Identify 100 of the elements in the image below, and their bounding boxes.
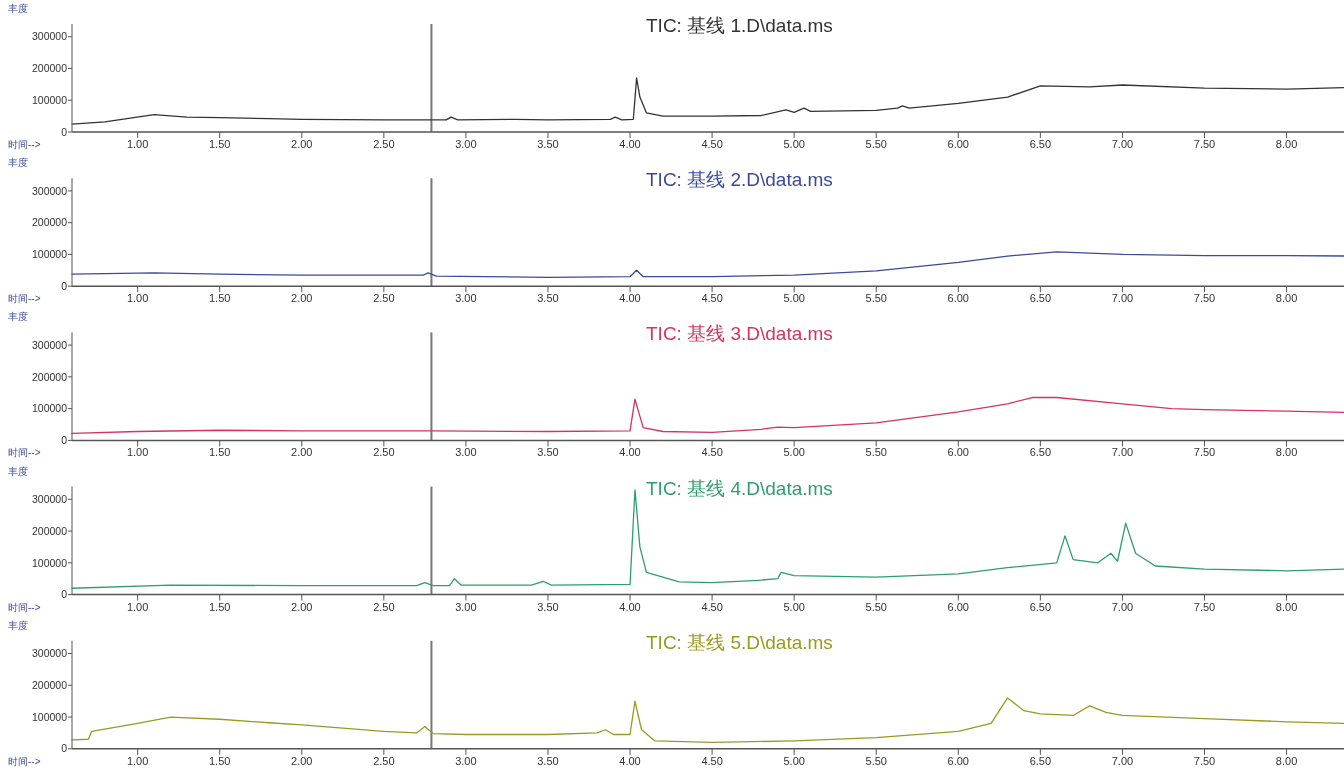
- y-tick-label: 300000: [31, 184, 68, 197]
- line-series: [71, 77, 1344, 125]
- x-tick-label: 2.50: [373, 138, 395, 150]
- x-tick-label: 5.00: [783, 754, 805, 767]
- x-tick-label: 1.00: [126, 138, 149, 150]
- y-tick-label: 0: [61, 742, 68, 755]
- y-tick-label: 100000: [31, 248, 68, 261]
- x-tick-label: 3.00: [455, 754, 477, 767]
- x-tick-label: 3.50: [537, 600, 559, 613]
- x-tick-label: 2.00: [291, 446, 313, 459]
- y-axis-title: 丰度: [8, 311, 28, 323]
- y-tick-label: 200000: [31, 216, 68, 229]
- x-tick-label: 1.50: [209, 292, 231, 305]
- x-tick-label: 7.00: [1111, 292, 1134, 305]
- x-tick-label: 5.50: [865, 754, 887, 767]
- x-tick-label: 5.00: [783, 292, 805, 305]
- x-tick-label: 1.00: [126, 754, 149, 767]
- x-tick-label: 1.00: [126, 600, 149, 613]
- x-tick-label: 4.00: [619, 600, 641, 613]
- x-tick-label: 6.00: [947, 292, 970, 305]
- y-tick-label: 0: [61, 125, 68, 138]
- y-tick-label: 0: [61, 588, 68, 601]
- x-tick-label: 4.00: [619, 754, 641, 767]
- x-tick-label: 7.00: [1111, 138, 1134, 150]
- chart-title: TIC: 基线 3.D\data.ms: [646, 323, 833, 345]
- x-tick-label: 3.50: [537, 446, 559, 459]
- x-tick-label: 8.00: [1275, 754, 1298, 767]
- x-tick-label: 3.00: [455, 446, 477, 459]
- x-tick-label: 6.00: [947, 446, 970, 459]
- x-tick-label: 2.50: [373, 754, 395, 767]
- x-tick-label: 2.00: [291, 600, 313, 613]
- x-tick-label: 5.50: [865, 446, 887, 459]
- x-tick-label: 7.50: [1193, 446, 1216, 459]
- x-tick-label: 4.50: [701, 600, 723, 613]
- x-axis-title: 时间-->: [8, 755, 41, 767]
- x-tick-label: 4.00: [619, 292, 641, 305]
- x-axis-title: 时间-->: [8, 139, 41, 150]
- x-tick-label: 6.50: [1029, 600, 1052, 613]
- line-series: [71, 251, 1344, 278]
- x-tick-label: 6.50: [1029, 754, 1052, 767]
- x-tick-label: 1.00: [126, 292, 149, 305]
- x-tick-label: 6.50: [1029, 292, 1052, 305]
- y-tick-label: 0: [61, 434, 68, 447]
- x-tick-label: 6.00: [947, 754, 970, 767]
- y-tick-label: 200000: [31, 370, 68, 383]
- x-axis-title: 时间-->: [8, 601, 41, 613]
- y-axis-title: 丰度: [8, 619, 28, 631]
- x-tick-label: 2.50: [373, 446, 395, 459]
- x-tick-label: 8.00: [1275, 292, 1298, 305]
- x-tick-label: 7.50: [1193, 292, 1216, 305]
- y-tick-label: 100000: [31, 556, 68, 569]
- x-tick-label: 2.00: [291, 754, 313, 767]
- y-tick-label: 300000: [31, 30, 68, 43]
- x-tick-label: 2.50: [373, 600, 395, 613]
- x-tick-label: 1.50: [209, 446, 231, 459]
- x-tick-label: 6.50: [1029, 138, 1052, 150]
- x-tick-label: 7.50: [1193, 138, 1216, 150]
- x-tick-label: 3.50: [537, 292, 559, 305]
- y-axis-title: 丰度: [8, 465, 28, 477]
- chart-title: TIC: 基线 1.D\data.ms: [646, 15, 833, 36]
- x-tick-label: 7.00: [1111, 600, 1134, 613]
- x-tick-label: 1.00: [126, 446, 149, 459]
- x-tick-label: 4.50: [701, 754, 723, 767]
- y-tick-label: 100000: [31, 93, 68, 106]
- x-tick-label: 4.50: [701, 292, 723, 305]
- x-tick-label: 7.50: [1193, 754, 1216, 767]
- x-tick-label: 5.50: [865, 600, 887, 613]
- x-tick-label: 3.00: [455, 138, 477, 150]
- y-tick-label: 200000: [31, 678, 68, 691]
- y-axis-title: 丰度: [8, 3, 28, 14]
- x-tick-label: 5.00: [783, 138, 805, 150]
- x-tick-label: 5.00: [783, 600, 805, 613]
- x-tick-label: 1.50: [209, 600, 231, 613]
- line-series: [71, 396, 1344, 435]
- x-tick-label: 3.50: [537, 138, 559, 150]
- y-tick-label: 200000: [31, 524, 68, 537]
- x-axis-title: 时间-->: [8, 447, 41, 459]
- y-tick-label: 300000: [31, 647, 68, 660]
- y-tick-label: 200000: [31, 62, 68, 75]
- chart-title: TIC: 基线 2.D\data.ms: [646, 169, 833, 191]
- line-series: [71, 697, 1344, 744]
- x-tick-label: 8.00: [1275, 446, 1298, 459]
- x-tick-label: 5.00: [783, 446, 805, 459]
- x-tick-label: 1.50: [209, 754, 231, 767]
- y-tick-label: 0: [61, 279, 68, 292]
- x-tick-label: 2.00: [291, 292, 313, 305]
- y-tick-label: 300000: [31, 338, 68, 351]
- x-tick-label: 4.50: [701, 138, 723, 150]
- x-tick-label: 1.50: [209, 138, 231, 150]
- x-tick-label: 6.00: [947, 138, 970, 150]
- x-tick-label: 5.50: [865, 138, 887, 150]
- y-axis-title: 丰度: [8, 157, 28, 169]
- x-tick-label: 2.50: [373, 292, 395, 305]
- y-tick-label: 300000: [31, 492, 68, 505]
- x-tick-label: 4.00: [619, 446, 641, 459]
- chart-title: TIC: 基线 5.D\data.ms: [646, 631, 833, 653]
- x-axis-title: 时间-->: [8, 293, 41, 305]
- x-tick-label: 3.50: [537, 754, 559, 767]
- x-tick-label: 4.00: [619, 138, 641, 150]
- chart-title: TIC: 基线 4.D\data.ms: [646, 477, 833, 499]
